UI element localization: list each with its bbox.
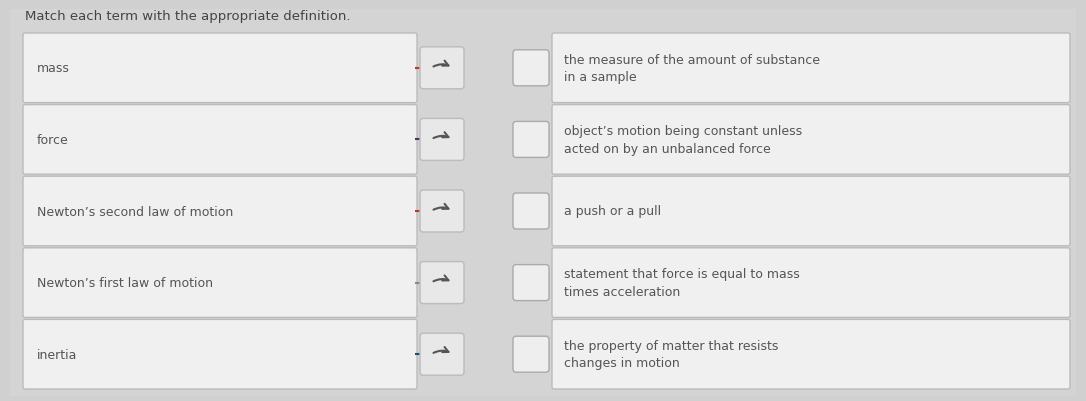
Text: Newton’s first law of motion: Newton’s first law of motion	[37, 276, 213, 290]
FancyBboxPatch shape	[420, 333, 464, 375]
Text: inertia: inertia	[37, 348, 77, 361]
FancyBboxPatch shape	[513, 122, 550, 158]
FancyBboxPatch shape	[10, 10, 1076, 396]
FancyBboxPatch shape	[420, 48, 464, 89]
FancyBboxPatch shape	[23, 105, 417, 175]
Text: the measure of the amount of substance
in a sample: the measure of the amount of substance i…	[564, 53, 820, 84]
FancyBboxPatch shape	[23, 34, 417, 103]
FancyBboxPatch shape	[552, 177, 1070, 246]
Text: Match each term with the appropriate definition.: Match each term with the appropriate def…	[25, 10, 351, 23]
FancyBboxPatch shape	[23, 320, 417, 389]
FancyBboxPatch shape	[552, 320, 1070, 389]
Text: force: force	[37, 134, 68, 146]
FancyBboxPatch shape	[513, 265, 550, 301]
FancyBboxPatch shape	[23, 248, 417, 318]
FancyBboxPatch shape	[513, 336, 550, 372]
FancyBboxPatch shape	[513, 194, 550, 229]
FancyBboxPatch shape	[420, 190, 464, 233]
FancyBboxPatch shape	[552, 105, 1070, 175]
FancyBboxPatch shape	[513, 51, 550, 87]
FancyBboxPatch shape	[420, 262, 464, 304]
Text: object’s motion being constant unless
acted on by an unbalanced force: object’s motion being constant unless ac…	[564, 125, 803, 155]
FancyBboxPatch shape	[552, 34, 1070, 103]
Text: Newton’s second law of motion: Newton’s second law of motion	[37, 205, 233, 218]
FancyBboxPatch shape	[420, 119, 464, 161]
Text: mass: mass	[37, 62, 70, 75]
FancyBboxPatch shape	[23, 177, 417, 246]
Text: a push or a pull: a push or a pull	[564, 205, 661, 218]
Text: the property of matter that resists
changes in motion: the property of matter that resists chan…	[564, 339, 779, 370]
Text: statement that force is equal to mass
times acceleration: statement that force is equal to mass ti…	[564, 268, 799, 298]
FancyBboxPatch shape	[552, 248, 1070, 318]
